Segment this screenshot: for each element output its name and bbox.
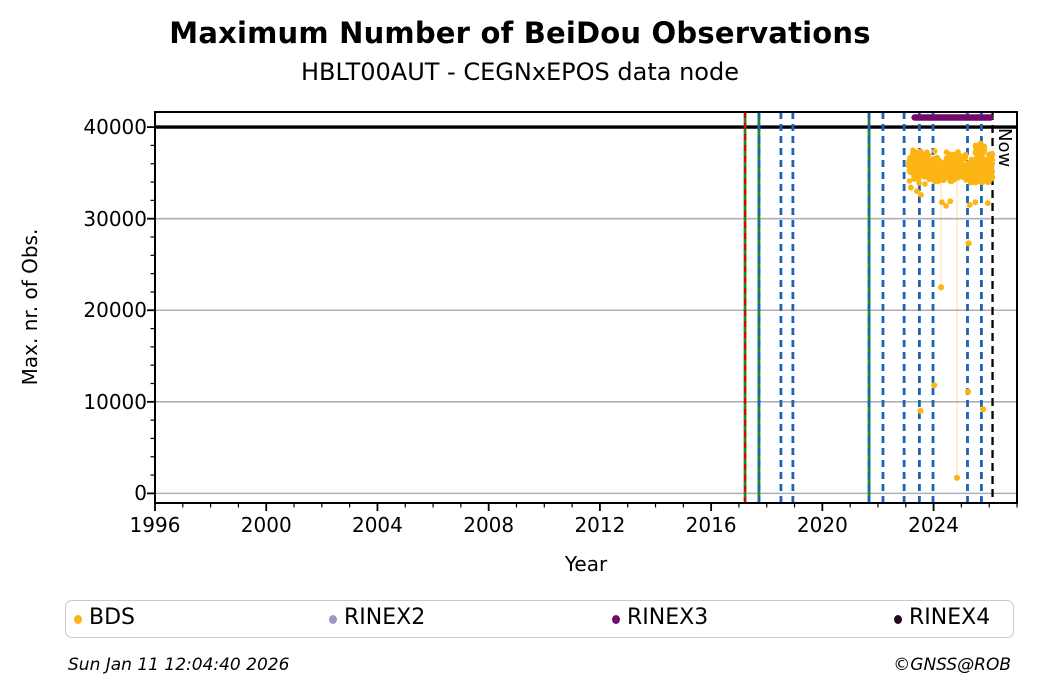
legend-label: BDS bbox=[89, 605, 135, 630]
x-tick-label: 2012 bbox=[574, 513, 626, 537]
legend-label: RINEX4 bbox=[909, 605, 991, 630]
bds-point bbox=[972, 142, 979, 149]
bds-point bbox=[909, 169, 916, 176]
y-axis-label: Max. nr. of Obs. bbox=[18, 228, 42, 386]
y-tick-label: 10000 bbox=[83, 389, 147, 414]
x-axis-label: Year bbox=[564, 552, 608, 576]
legend: BDS RINEX2 RINEX3 RINEX4 bbox=[65, 600, 1014, 638]
bds-point bbox=[976, 165, 982, 172]
x-tick-label: 2004 bbox=[351, 513, 403, 537]
bds-point bbox=[922, 181, 928, 187]
bds-point bbox=[943, 158, 950, 165]
chart-title: Maximum Number of BeiDou Observations bbox=[169, 16, 871, 50]
now-label: Now bbox=[994, 128, 1015, 168]
bds-marker-icon bbox=[74, 615, 82, 624]
bds-point bbox=[976, 149, 982, 155]
y-tick-label: 30000 bbox=[83, 206, 147, 231]
rinex4-marker-icon bbox=[894, 615, 902, 624]
bds-outlier-point bbox=[953, 474, 961, 481]
bds-point bbox=[932, 162, 939, 168]
bds-point bbox=[982, 159, 988, 165]
copyright-text: ©GNSS@ROB bbox=[893, 655, 1011, 675]
bds-point bbox=[962, 165, 968, 171]
bds-low-point bbox=[913, 188, 920, 195]
bds-low-point bbox=[984, 200, 991, 207]
bds-low-point bbox=[947, 198, 954, 205]
bds-point bbox=[931, 158, 938, 164]
bds-point bbox=[912, 156, 918, 163]
y-tick-label: 0 bbox=[134, 481, 147, 506]
legend-label: RINEX2 bbox=[344, 605, 426, 630]
bds-point bbox=[930, 175, 936, 181]
x-tick-label: 2000 bbox=[240, 513, 292, 537]
bds-point bbox=[906, 178, 913, 184]
bds-point bbox=[987, 154, 993, 161]
bds-point bbox=[967, 179, 974, 186]
bds-low-point bbox=[966, 202, 973, 208]
bds-point bbox=[977, 140, 984, 147]
bds-low-point bbox=[943, 202, 949, 209]
x-tick-label: 2016 bbox=[685, 513, 737, 537]
bds-point bbox=[974, 160, 981, 166]
bds-low-point bbox=[972, 199, 979, 206]
bds-point bbox=[968, 169, 975, 175]
bds-outlier-point bbox=[979, 406, 987, 413]
bds-point bbox=[983, 173, 989, 179]
bds-point bbox=[943, 149, 950, 155]
bds-point bbox=[957, 155, 963, 162]
bds-low-point bbox=[939, 199, 945, 206]
bds-point bbox=[935, 178, 941, 185]
bds-point bbox=[983, 166, 989, 173]
x-tick-label: 2024 bbox=[908, 513, 960, 537]
y-tick-label: 40000 bbox=[83, 115, 147, 140]
bds-point bbox=[925, 172, 932, 178]
bds-point bbox=[926, 163, 932, 170]
bds-outlier-point bbox=[917, 407, 924, 415]
bds-point bbox=[951, 170, 958, 177]
bds-point bbox=[952, 154, 958, 161]
x-tick-label: 2008 bbox=[463, 513, 515, 537]
bds-point bbox=[957, 161, 963, 168]
bds-low-point bbox=[907, 184, 914, 191]
bds-point bbox=[931, 148, 938, 154]
bds-point bbox=[984, 179, 991, 186]
bds-outlier-point bbox=[931, 382, 938, 389]
bds-outlier-point bbox=[964, 388, 972, 395]
bds-point bbox=[914, 165, 921, 172]
legend-label: RINEX3 bbox=[627, 605, 709, 630]
bds-point bbox=[962, 151, 969, 158]
rinex2-marker-icon bbox=[329, 615, 337, 624]
bds-point bbox=[955, 149, 961, 155]
x-tick-label: 1996 bbox=[129, 513, 181, 537]
bds-point bbox=[944, 172, 951, 179]
bds-point bbox=[965, 175, 971, 182]
bds-point bbox=[977, 171, 984, 178]
plot-border bbox=[154, 111, 1018, 504]
bds-point bbox=[952, 159, 959, 165]
bds-point bbox=[978, 176, 985, 183]
bds-point bbox=[916, 180, 922, 186]
bds-point bbox=[966, 162, 973, 169]
y-tick-label: 20000 bbox=[83, 298, 147, 323]
x-tick-label: 2020 bbox=[796, 513, 848, 537]
bds-point bbox=[947, 178, 953, 184]
bds-point bbox=[939, 161, 945, 168]
bds-point bbox=[920, 170, 926, 177]
bds-outlier-point bbox=[937, 284, 945, 291]
bds-point bbox=[936, 167, 943, 174]
bds-point bbox=[918, 151, 924, 157]
bds-low-point bbox=[918, 191, 924, 198]
bds-point bbox=[959, 173, 965, 180]
plot-timestamp: Sun Jan 11 12:04:40 2026 bbox=[68, 655, 290, 675]
bds-outlier-point bbox=[965, 240, 972, 247]
plot-area bbox=[147, 111, 1018, 511]
chart-subtitle: HBLT00AUT - CEGNxEPOS data node bbox=[301, 58, 739, 86]
rinex3-marker-icon bbox=[612, 615, 620, 624]
bds-point bbox=[980, 147, 987, 153]
